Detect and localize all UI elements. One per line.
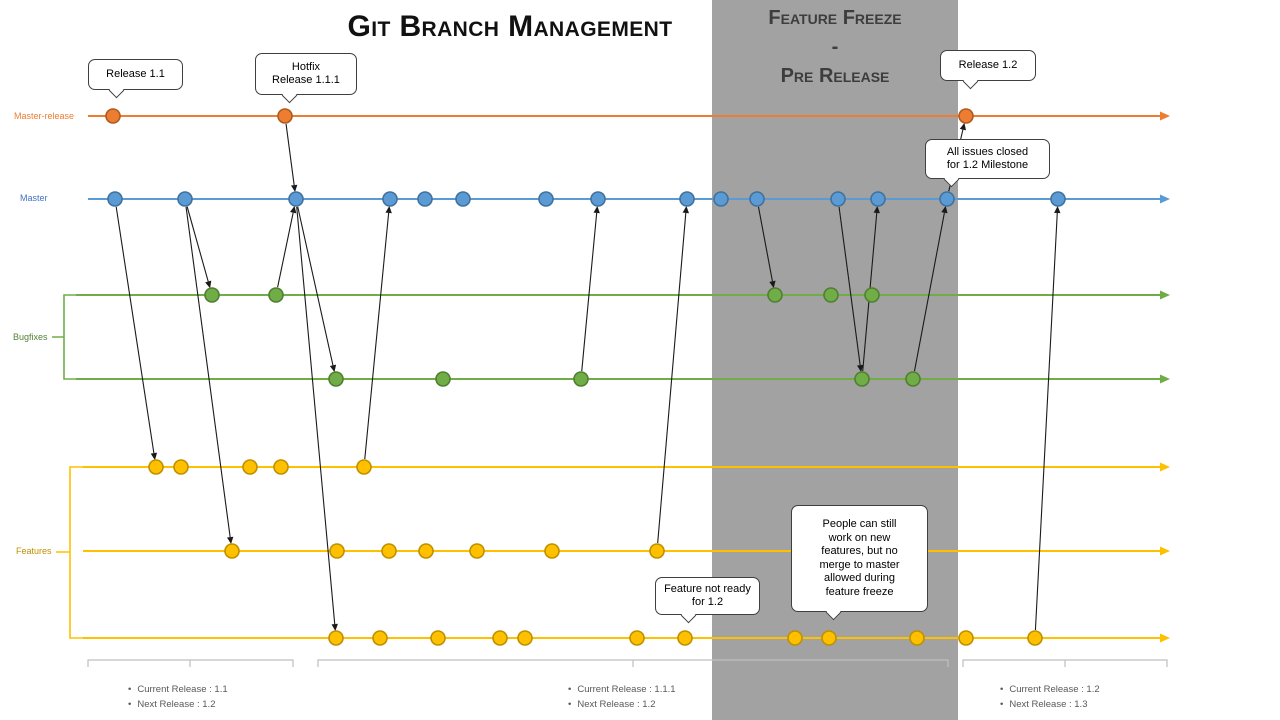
merge-arrow xyxy=(657,212,687,544)
commit-dot-feature-branch-3 xyxy=(517,630,533,646)
merge-arrowhead xyxy=(769,280,776,289)
commit-dot-master xyxy=(590,191,606,207)
commit-dot-master xyxy=(830,191,846,207)
merge-arrowhead xyxy=(205,280,212,289)
commit-dot-feature-branch-3 xyxy=(1027,630,1043,646)
commit-dot-feature-branch-3 xyxy=(909,630,925,646)
merge-arrowhead xyxy=(941,205,948,214)
commit-dot-feature-branch-3 xyxy=(677,630,693,646)
merge-arrowhead xyxy=(331,623,338,632)
timeline-bracket-0 xyxy=(87,659,294,667)
merge-arrow xyxy=(186,206,209,282)
commit-dot-feature-branch-2 xyxy=(381,543,397,559)
commit-dot-master xyxy=(288,191,304,207)
merge-arrow xyxy=(1034,212,1058,631)
timeline-bracket-1 xyxy=(317,659,949,667)
timeline-bracket-2 xyxy=(962,659,1168,667)
branch-arrowhead-feature-branch-3 xyxy=(1160,633,1170,643)
merge-arrowhead xyxy=(873,205,880,214)
commit-dot-master xyxy=(713,191,729,207)
commit-dot-master xyxy=(417,191,433,207)
merge-arrowhead xyxy=(959,122,966,131)
merge-arrowhead xyxy=(682,205,689,214)
merge-arrow xyxy=(757,206,773,282)
commit-dot-feature-branch-1 xyxy=(273,459,289,475)
commit-dot-master xyxy=(177,191,193,207)
commit-dot-master xyxy=(538,191,554,207)
merge-arrow xyxy=(581,212,598,372)
merge-arrowhead xyxy=(385,205,392,214)
merge-arrow xyxy=(297,206,334,366)
merge-arrowhead xyxy=(290,184,298,193)
commit-dot-feature-branch-1 xyxy=(242,459,258,475)
commit-dot-master xyxy=(107,191,123,207)
commit-dot-feature-branch-2 xyxy=(544,543,560,559)
commit-dot-feature-branch-3 xyxy=(629,630,645,646)
merge-arrow xyxy=(115,206,155,454)
merge-arrowhead xyxy=(329,364,337,373)
commit-dot-bugfix-branch-2 xyxy=(854,371,870,387)
commit-dot-master-release xyxy=(277,108,293,124)
commit-dot-feature-branch-2 xyxy=(469,543,485,559)
branch-arrowhead-bugfix-branch-2 xyxy=(1160,374,1170,384)
merge-arrow xyxy=(285,123,295,186)
merge-arrow xyxy=(277,212,294,288)
branch-arrowhead-feature-branch-1 xyxy=(1160,462,1170,472)
commit-dot-feature-branch-3 xyxy=(430,630,446,646)
merge-arrow xyxy=(296,206,336,625)
commit-dot-feature-branch-1 xyxy=(173,459,189,475)
commit-dot-feature-branch-3 xyxy=(328,630,344,646)
merge-arrow xyxy=(364,212,390,460)
merge-arrow xyxy=(913,212,945,372)
commit-dot-master xyxy=(870,191,886,207)
commit-dot-master xyxy=(679,191,695,207)
merge-arrowhead xyxy=(593,205,600,214)
commit-dot-feature-branch-3 xyxy=(958,630,974,646)
merge-arrowhead xyxy=(150,452,158,461)
commit-dot-bugfix-branch-2 xyxy=(328,371,344,387)
commit-dot-feature-branch-3 xyxy=(372,630,388,646)
commit-dot-feature-branch-1 xyxy=(356,459,372,475)
branch-arrowhead-feature-branch-2 xyxy=(1160,546,1170,556)
commit-dot-master xyxy=(1050,191,1066,207)
commit-dot-feature-branch-3 xyxy=(821,630,837,646)
branch-arrowhead-bugfix-branch-1 xyxy=(1160,290,1170,300)
commit-dot-feature-branch-1 xyxy=(148,459,164,475)
commit-dot-bugfix-branch-1 xyxy=(767,287,783,303)
commit-dot-feature-branch-3 xyxy=(492,630,508,646)
commit-dot-master-release xyxy=(958,108,974,124)
commit-dot-bugfix-branch-2 xyxy=(435,371,451,387)
merge-arrowhead xyxy=(226,536,234,545)
commit-dot-bugfix-branch-1 xyxy=(864,287,880,303)
group-bracket-bugfixes xyxy=(52,294,76,380)
merge-arrowhead xyxy=(856,364,864,373)
merge-arrowhead xyxy=(1054,205,1061,214)
commit-dot-master-release xyxy=(105,108,121,124)
commit-dot-bugfix-branch-1 xyxy=(823,287,839,303)
commit-dot-feature-branch-3 xyxy=(787,630,803,646)
feature-freeze-band xyxy=(712,0,958,720)
commit-dot-bugfix-branch-2 xyxy=(573,371,589,387)
commit-dot-master xyxy=(382,191,398,207)
commit-dot-feature-branch-2 xyxy=(329,543,345,559)
commit-dot-bugfix-branch-1 xyxy=(268,287,284,303)
commit-dot-feature-branch-2 xyxy=(224,543,240,559)
merge-arrow xyxy=(838,206,861,366)
merge-arrowhead xyxy=(290,205,297,214)
branch-arrowhead-master xyxy=(1160,194,1170,204)
commit-dot-master xyxy=(455,191,471,207)
merge-arrow xyxy=(185,206,231,538)
commit-dot-bugfix-branch-1 xyxy=(204,287,220,303)
group-bracket-features xyxy=(56,466,83,639)
commit-dot-bugfix-branch-2 xyxy=(905,371,921,387)
commit-dot-master xyxy=(939,191,955,207)
commit-dot-feature-branch-2 xyxy=(649,543,665,559)
commit-dot-master xyxy=(749,191,765,207)
branch-arrowhead-master-release xyxy=(1160,111,1170,121)
commit-dot-feature-branch-2 xyxy=(418,543,434,559)
